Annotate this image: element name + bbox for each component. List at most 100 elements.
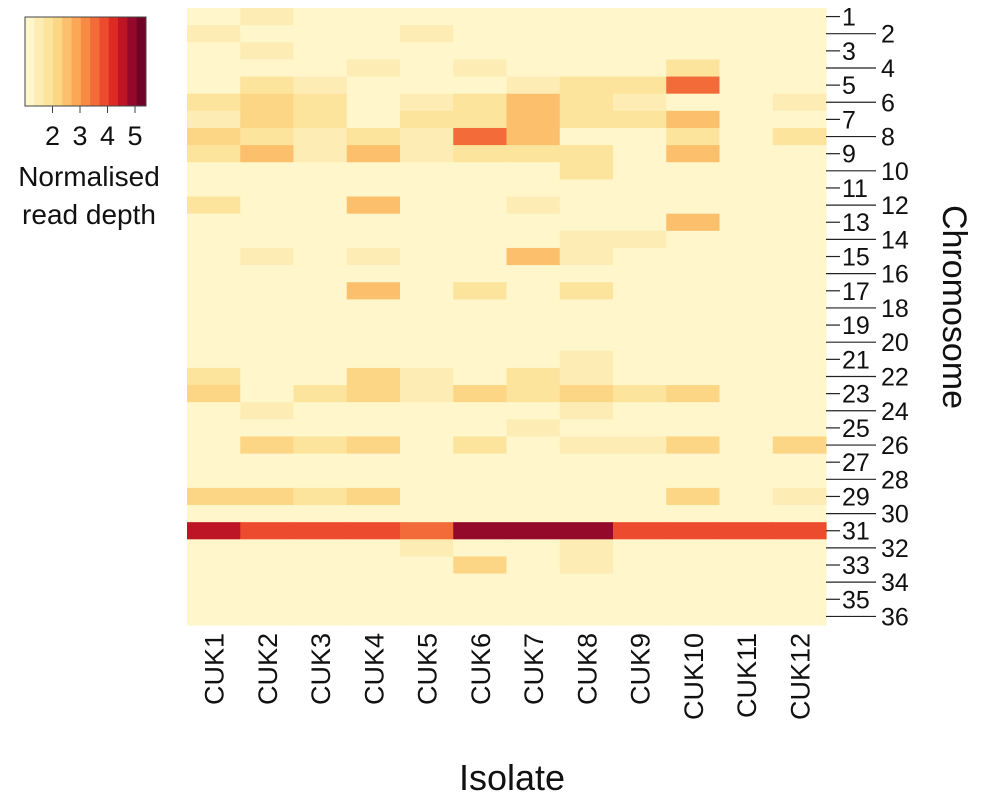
heatmap-cell	[293, 8, 348, 26]
heatmap-cell	[613, 59, 667, 78]
heatmap-cell	[240, 505, 295, 523]
heatmap-cell	[613, 505, 667, 523]
heatmap-cell	[559, 25, 614, 43]
heatmap-cell	[400, 25, 454, 43]
heatmap-cell	[559, 590, 614, 609]
heatmap-cell	[293, 179, 348, 198]
y-tick-label: 26	[881, 432, 909, 460]
heatmap-cell	[506, 539, 561, 558]
heatmap-cell	[666, 556, 721, 575]
y-tick-label: 24	[881, 398, 909, 426]
heatmap-cell	[613, 76, 667, 95]
heatmap-cell	[666, 299, 721, 318]
colorbar-tick-label: 4	[100, 121, 115, 151]
heatmap-cell	[559, 333, 614, 352]
x-tick-labels: CUK1 CUK2 CUK3 CUK4 CUK5 CUK6 CUK7 CUK8 CUK9 CUK1…	[200, 633, 816, 720]
heatmap-cell	[453, 127, 508, 146]
heatmap-cell	[240, 247, 295, 266]
colorbar-swatch	[127, 17, 138, 106]
heatmap-cell	[453, 556, 508, 575]
y-tick-label: 31	[842, 518, 870, 546]
heatmap-cell	[293, 316, 348, 335]
heatmap-cell	[506, 42, 561, 61]
heatmap-cell	[666, 247, 721, 266]
heatmap-cell	[772, 93, 827, 112]
heatmap-cell	[772, 539, 827, 558]
heatmap-cell	[613, 333, 667, 352]
heatmap-cell	[719, 333, 774, 352]
heatmap-cell	[346, 573, 401, 592]
heatmap-cell	[293, 573, 348, 592]
heatmap-cell	[293, 539, 348, 558]
heatmap-cell	[666, 8, 721, 26]
heatmap-cell	[400, 470, 454, 489]
heatmap-cell	[453, 590, 508, 609]
heatmap-cell	[719, 179, 774, 198]
heatmap-cell	[453, 247, 508, 266]
heatmap-cell	[506, 419, 561, 438]
heatmap-cell	[400, 93, 454, 112]
heatmap-cell	[240, 316, 295, 335]
heatmap-cell	[400, 453, 454, 472]
heatmap-cell	[666, 162, 721, 180]
heatmap-cell	[719, 436, 774, 455]
y-tick-label: 32	[881, 535, 909, 563]
heatmap-cell	[719, 93, 774, 112]
heatmap-cell	[506, 162, 561, 180]
heatmap-cell	[293, 522, 348, 540]
heatmap-cell	[346, 110, 401, 129]
heatmap-cell	[240, 522, 295, 540]
heatmap-cell	[187, 179, 241, 198]
heatmap-cell	[240, 42, 295, 61]
heatmap-cell	[400, 76, 454, 95]
heatmap-cell	[559, 367, 614, 386]
heatmap-cell	[772, 230, 827, 249]
heatmap-cell	[719, 539, 774, 558]
heatmap-cell	[346, 522, 401, 540]
heatmap-cell	[346, 453, 401, 472]
heatmap-cell	[559, 607, 614, 626]
heatmap-cell	[613, 110, 667, 129]
heatmap-cell	[293, 127, 348, 146]
heatmap-cell	[613, 316, 667, 335]
heatmap-cell	[772, 127, 827, 146]
heatmap-cell	[187, 76, 241, 95]
heatmap-cell	[453, 487, 508, 506]
heatmap-cell	[559, 110, 614, 129]
heatmap-cell	[559, 282, 614, 300]
y-tick-label: 1	[842, 4, 856, 32]
heatmap-cell	[346, 436, 401, 455]
heatmap-cell	[400, 590, 454, 609]
heatmap-cell	[453, 145, 508, 163]
heatmap-cell	[666, 25, 721, 43]
colorbar-frame	[24, 16, 147, 107]
y-tick-label: 35	[842, 586, 870, 614]
heatmap-cell	[772, 196, 827, 215]
heatmap-cell	[613, 145, 667, 163]
heatmap-cell	[772, 436, 827, 455]
heatmap-cell	[240, 110, 295, 129]
heatmap-cell	[506, 76, 561, 95]
y-tick-label: 11	[842, 175, 868, 203]
heatmap-cell	[346, 265, 401, 283]
heatmap-cell	[293, 436, 348, 455]
heatmap-cell	[240, 162, 295, 180]
heatmap-cell	[293, 162, 348, 180]
heatmap-cell	[293, 265, 348, 283]
heatmap-cell	[613, 282, 667, 300]
heatmap-cell	[293, 110, 348, 129]
heatmap-cell	[613, 162, 667, 180]
heatmap-cell	[293, 213, 348, 232]
heatmap-cell	[346, 505, 401, 523]
heatmap-cell	[719, 145, 774, 163]
heatmap-cell	[400, 179, 454, 198]
heatmap-cell	[293, 505, 348, 523]
heatmap-cell	[453, 505, 508, 523]
y-tick-label: 6	[881, 89, 895, 117]
heatmap-cell	[719, 573, 774, 592]
heatmap-cell	[293, 333, 348, 352]
heatmap-cell	[187, 25, 241, 43]
heatmap-cell	[559, 213, 614, 232]
heatmap-cell	[240, 573, 295, 592]
